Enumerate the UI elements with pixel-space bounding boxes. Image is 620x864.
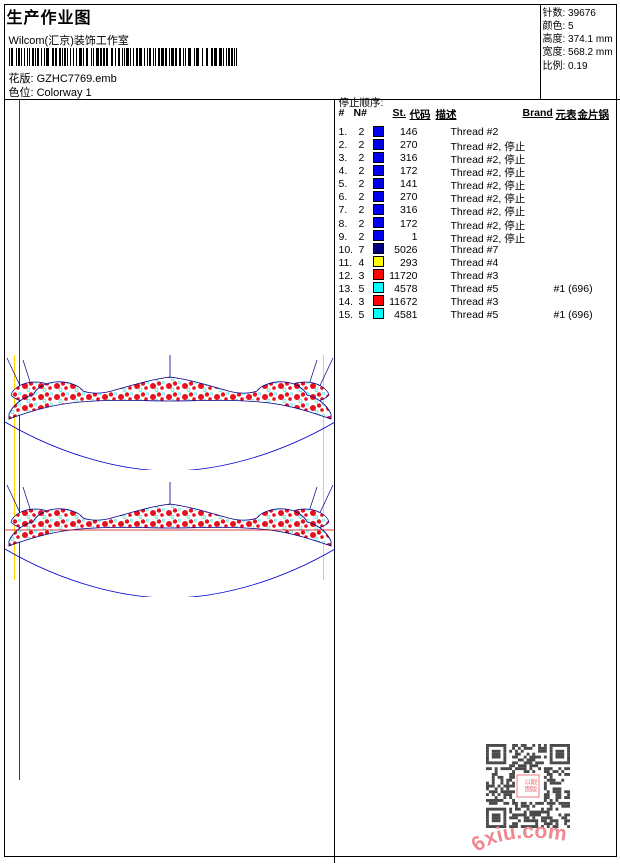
- svg-text:6xiu.com: 6xiu.com: [467, 819, 568, 856]
- svg-text:眼: 眼: [530, 778, 537, 786]
- svg-text:版: 版: [530, 784, 537, 793]
